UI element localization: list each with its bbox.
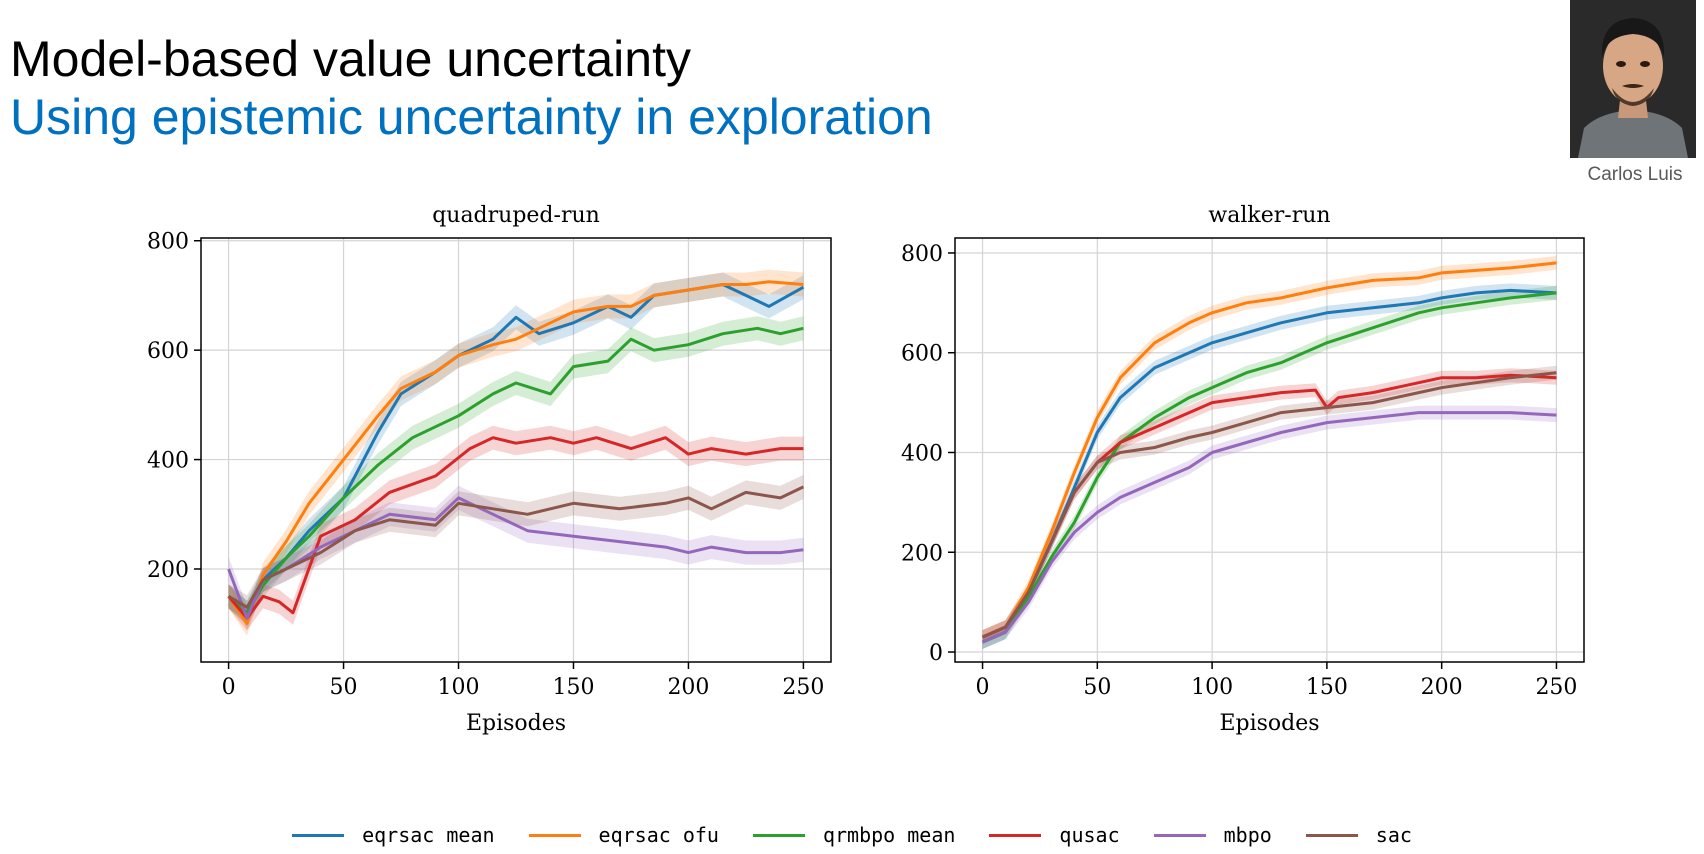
y-tick-label: 400 [147, 449, 189, 474]
series-band [982, 365, 1557, 644]
legend-item: sac [1305, 823, 1412, 847]
legend-item: mbpo [1153, 823, 1272, 847]
x-tick-label: 0 [222, 675, 236, 700]
series-line-mbpo [981, 411, 1557, 644]
legend-swatch [1305, 833, 1358, 837]
legend: eqrsac mean eqrsac ofu qrmbpo mean qusac… [0, 820, 1704, 850]
series-band [982, 283, 1557, 649]
legend-item: eqrsac ofu [528, 823, 719, 847]
series-line-sac [981, 371, 1557, 639]
x-tick-label: 50 [330, 675, 358, 700]
presenter-name: Carlos Luis [1587, 164, 1683, 185]
series-line-qrmbpo-mean [981, 291, 1557, 644]
series-line-qusac [227, 436, 804, 620]
legend-item: qrmbpo mean [752, 823, 956, 847]
series-band [228, 316, 804, 625]
chart-walker-run: walker-run 0 50 100 150 200 250 0 200 400 600 800 Ep… [901, 203, 1585, 736]
chart-title: quadruped-run [432, 203, 600, 228]
plot-frame [954, 237, 1585, 663]
x-tick-label: 250 [782, 675, 824, 700]
series-band [228, 425, 804, 631]
legend-swatch [752, 833, 805, 837]
x-tick-label: 0 [976, 675, 990, 700]
legend-swatch [292, 833, 345, 837]
x-tick-label: 200 [667, 675, 709, 700]
legend-label: eqrsac mean [362, 823, 495, 847]
plot-frame [200, 237, 832, 663]
presenter-photo [1570, 0, 1696, 158]
x-tick-label: 150 [1306, 675, 1348, 700]
series-line-eqrsac-ofu [227, 280, 804, 626]
x-tick-label: 50 [1083, 675, 1111, 700]
legend-swatch [528, 833, 581, 837]
legend-label: sac [1375, 823, 1412, 847]
legend-label: eqrsac ofu [598, 823, 719, 847]
y-tick-label: 800 [901, 242, 943, 267]
y-tick-label: 600 [901, 342, 943, 367]
y-tick-label: 0 [929, 641, 943, 666]
chart-title: walker-run [1208, 203, 1330, 228]
y-tick-label: 200 [901, 541, 943, 566]
legend-swatch [989, 833, 1042, 837]
series-band [228, 474, 804, 620]
series-line-qrmbpo-mean [227, 326, 804, 615]
legend-item: qusac [989, 823, 1120, 847]
series-band [982, 285, 1557, 649]
legend-swatch [1153, 833, 1206, 837]
slide-subtitle: Using epistemic uncertainty in explorati… [10, 89, 933, 145]
x-axis-label: Episodes [466, 711, 566, 736]
y-tick-label: 400 [901, 441, 943, 466]
legend-label: qusac [1059, 823, 1120, 847]
series-line-sac [227, 485, 805, 609]
x-tick-label: 150 [552, 675, 594, 700]
y-tick-label: 800 [147, 230, 189, 255]
series-band [228, 269, 804, 636]
chart-quadruped-run: quadruped-run 0 50 100 150 200 250 200 400 600 800… [147, 203, 832, 736]
y-tick-label: 600 [147, 339, 189, 364]
x-tick-label: 100 [1191, 675, 1233, 700]
y-tick-label: 200 [147, 558, 189, 583]
legend-item: eqrsac mean [292, 823, 495, 847]
x-axis-label: Episodes [1219, 711, 1319, 736]
presenter-portrait-icon [1570, 0, 1696, 158]
x-tick-label: 200 [1421, 675, 1463, 700]
legend-label: qrmbpo mean [822, 823, 956, 847]
x-tick-label: 250 [1535, 675, 1577, 700]
series-line-eqrsac-mean [981, 288, 1557, 644]
slide-title: Model-based value uncertainty [10, 31, 691, 87]
series-line-eqrsac-ofu [981, 261, 1557, 639]
legend-label: mbpo [1223, 823, 1272, 847]
series-band [982, 256, 1557, 644]
x-tick-label: 100 [438, 675, 480, 700]
